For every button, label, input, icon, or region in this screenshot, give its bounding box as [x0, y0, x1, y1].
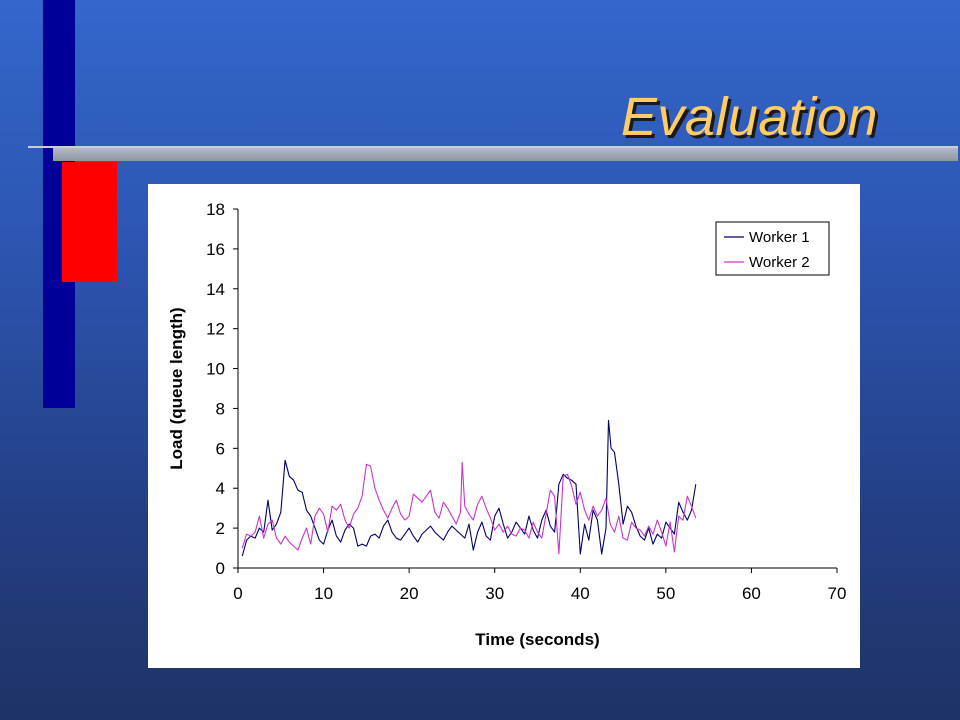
x-tick-label: 20	[400, 584, 419, 603]
title-rule-thick	[53, 148, 958, 161]
y-tick-label: 10	[206, 360, 225, 379]
chart-panel: 0 2 4 6 8 10 12 14 16 18 0 10 20 30 40 50 60 70 Time (se…	[148, 184, 860, 668]
chart-series	[241, 419, 697, 557]
decorative-red-block	[62, 162, 117, 282]
legend-label-worker-2: Worker 2	[749, 254, 810, 271]
x-axis-title: Time (seconds)	[475, 630, 599, 649]
y-tick-label: 14	[206, 280, 225, 299]
y-axis-ticks: 0 2 4 6 8 10 12 14 16 18	[206, 200, 238, 578]
y-tick-label: 2	[216, 519, 225, 538]
y-tick-label: 0	[216, 559, 225, 578]
x-tick-label: 40	[571, 584, 590, 603]
x-axis-ticks: 0 10 20 30 40 50 60 70	[233, 568, 846, 603]
series-line-worker-1	[241, 419, 697, 557]
load-line-chart: 0 2 4 6 8 10 12 14 16 18 0 10 20 30 40 50 60 70 Time (se…	[167, 200, 846, 649]
y-axis-title: Load (queue length)	[167, 307, 186, 469]
chart-axes: 0 2 4 6 8 10 12 14 16 18 0 10 20 30 40 50 60 70	[206, 200, 846, 603]
series-line-worker-2	[241, 461, 697, 555]
chart-legend: Worker 1 Worker 2	[715, 221, 830, 276]
y-tick-label: 12	[206, 320, 225, 339]
legend-box	[715, 221, 830, 276]
x-tick-label: 70	[828, 584, 847, 603]
y-tick-label: 4	[216, 479, 225, 498]
y-tick-label: 8	[216, 399, 225, 418]
legend-label-worker-1: Worker 1	[749, 229, 810, 246]
slide-title: Evaluation	[620, 87, 878, 147]
x-tick-label: 60	[742, 584, 761, 603]
y-tick-label: 16	[206, 240, 225, 259]
x-tick-label: 0	[233, 584, 242, 603]
y-tick-label: 18	[206, 200, 225, 219]
x-tick-label: 50	[656, 584, 675, 603]
x-tick-label: 10	[314, 584, 333, 603]
y-tick-label: 6	[216, 439, 225, 458]
x-tick-label: 30	[485, 584, 504, 603]
title-rule-thin	[28, 146, 958, 148]
